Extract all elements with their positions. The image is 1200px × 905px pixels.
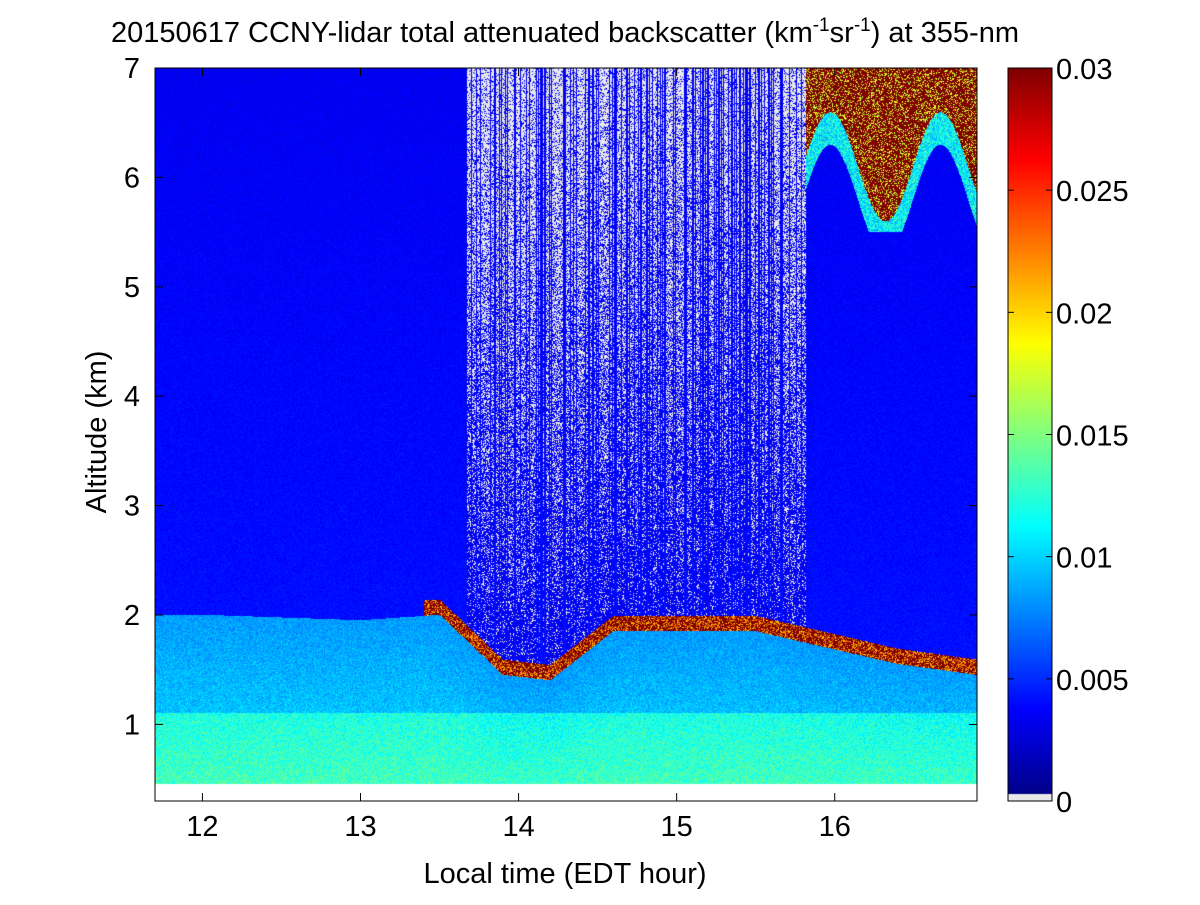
x-tick-label: 16 bbox=[819, 811, 851, 843]
colorbar-axis: 0 0.005 0.01 0.015 0.02 0.025 0.03 bbox=[1008, 54, 1129, 819]
colorbar-tick-label: 0.03 bbox=[1056, 54, 1112, 86]
colorbar-tick-label: 0.005 bbox=[1056, 665, 1129, 697]
x-tick-label: 12 bbox=[186, 811, 218, 843]
y-tick-label: 7 bbox=[124, 53, 140, 85]
y-tick-label: 5 bbox=[124, 272, 140, 304]
y-axis-label: Altitude (km) bbox=[81, 351, 113, 514]
y-tick-label: 6 bbox=[124, 162, 140, 194]
y-tick-label: 3 bbox=[124, 491, 140, 523]
backscatter-heatmap bbox=[155, 68, 977, 801]
colorbar-tick-label: 0.025 bbox=[1056, 176, 1129, 208]
y-axis: 1 2 3 4 5 6 7 bbox=[124, 53, 977, 741]
x-axis-label: Local time (EDT hour) bbox=[423, 858, 706, 890]
plot-frame bbox=[154, 67, 978, 802]
colorbar-tick-label: 0 bbox=[1056, 787, 1072, 819]
chart-title: 20150617 CCNY-lidar total attenuated bac… bbox=[111, 15, 1019, 49]
y-tick-label: 2 bbox=[124, 600, 140, 632]
x-tick-label: 14 bbox=[502, 811, 534, 843]
x-tick-label: 13 bbox=[344, 811, 376, 843]
colorbar-tick-label: 0.015 bbox=[1056, 421, 1129, 453]
colorbar-tick-label: 0.01 bbox=[1056, 543, 1112, 575]
colorbar-gradient bbox=[1008, 68, 1052, 801]
x-axis: 12 13 14 15 16 bbox=[186, 68, 851, 843]
y-tick-label: 1 bbox=[124, 709, 140, 741]
x-tick-label: 15 bbox=[661, 811, 693, 843]
y-tick-label: 4 bbox=[124, 381, 140, 413]
colorbar-tick-label: 0.02 bbox=[1056, 298, 1112, 330]
